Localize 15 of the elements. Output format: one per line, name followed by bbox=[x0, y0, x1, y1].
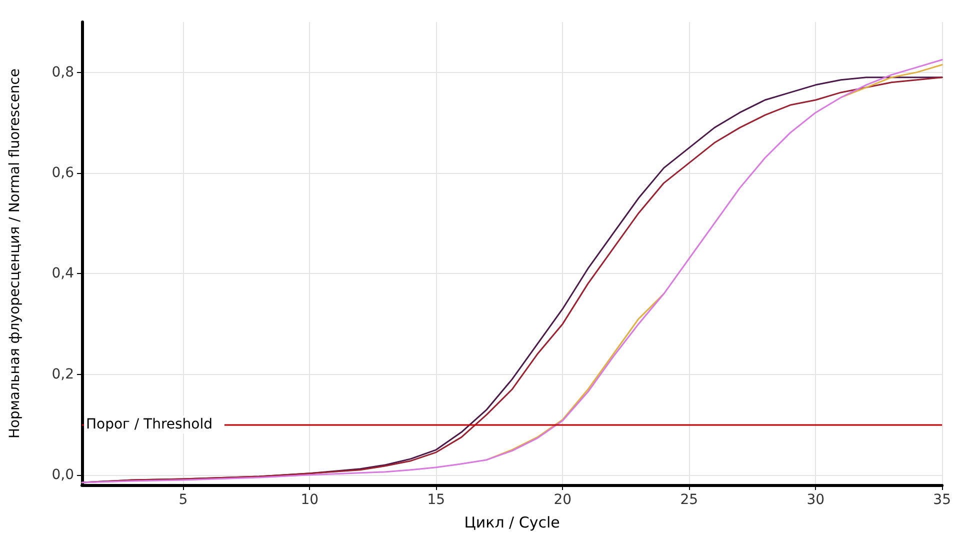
y-axis-title: Нормальная флуоресценция / Normal fluorescence bbox=[7, 68, 23, 439]
x-tick-label: 35 bbox=[933, 492, 952, 508]
x-tick-label: 15 bbox=[427, 492, 446, 508]
x-axis-title: Цикл / Cycle bbox=[464, 514, 560, 532]
y-tick-label: 0,6 bbox=[52, 164, 74, 181]
x-tick-label: 30 bbox=[806, 492, 825, 508]
x-tick-label: 20 bbox=[554, 492, 572, 508]
x-tick-label: 25 bbox=[680, 492, 698, 508]
x-tick-label: 5 bbox=[178, 492, 188, 508]
ref-line-label: Порог / Threshold bbox=[86, 416, 213, 433]
y-tick-label: 0,0 bbox=[52, 466, 74, 483]
x-tick-label: 10 bbox=[300, 492, 319, 508]
y-tick-label: 0,2 bbox=[52, 366, 74, 382]
y-tick-label: 0,8 bbox=[52, 64, 74, 80]
y-tick-label: 0,4 bbox=[52, 266, 74, 282]
